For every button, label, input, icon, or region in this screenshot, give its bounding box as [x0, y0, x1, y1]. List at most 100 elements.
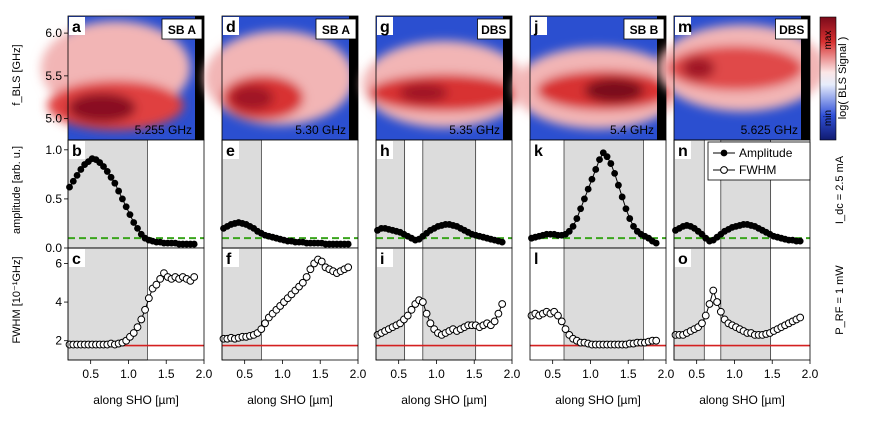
fwhm-point — [418, 298, 427, 306]
fwhm-point — [190, 273, 199, 281]
heatmap-blob — [399, 82, 449, 103]
fwhm-point — [498, 300, 507, 308]
panel-letter-box — [69, 141, 85, 159]
panel-letter: i — [380, 251, 384, 268]
amplitude-y-tick-label: 0.5 — [45, 192, 62, 206]
panel-letter: n — [678, 143, 688, 160]
panel-letter-box — [675, 249, 691, 267]
amplitude-point — [796, 237, 804, 245]
fwhm-point — [344, 263, 353, 272]
amplitude-point — [73, 171, 81, 179]
fwhm-point — [302, 273, 311, 281]
fwhm-frame — [221, 247, 359, 361]
prf-label: P_RF = 1 mW — [834, 265, 846, 335]
amplitude-point — [618, 193, 626, 201]
amplitude-point — [652, 239, 660, 247]
amplitude-point — [588, 175, 596, 183]
mode-label: DBS — [779, 23, 804, 37]
amplitude-point — [611, 169, 619, 177]
amplitude-point — [581, 195, 588, 203]
panel-letter-box — [223, 17, 239, 35]
panel-letter-box — [531, 141, 547, 159]
x-tick-label: 1.5 — [312, 367, 329, 381]
amplitude-y-tick-label: 1.0 — [45, 143, 62, 157]
mode-label: SB A — [168, 23, 197, 37]
amplitude-point — [134, 224, 141, 232]
fwhm-point — [156, 274, 165, 283]
panel-letter-box — [223, 141, 239, 159]
x-axis-label: along SHO [µm] — [555, 393, 641, 407]
heatmap-y-tick-label: 5.5 — [45, 69, 62, 83]
x-tick-label: 0.5 — [82, 367, 99, 381]
fwhm-point — [317, 257, 326, 266]
panel-letter: e — [226, 143, 235, 160]
panel-letter: o — [678, 251, 688, 268]
heatmap-y-tick-label: 6.0 — [45, 26, 62, 40]
colorbar-title: log( BLS Signal ) — [837, 37, 849, 120]
fwhm-point — [137, 315, 146, 324]
heatmap-signal — [204, 30, 354, 126]
x-tick-label: 2.0 — [504, 367, 521, 381]
frequency-label: 5.30 GHz — [295, 123, 346, 137]
x-tick-label: 1.0 — [582, 367, 599, 381]
fwhm-point — [698, 319, 706, 328]
amplitude-point — [115, 187, 123, 195]
amplitude-point — [77, 166, 85, 173]
amplitude-point — [615, 181, 622, 189]
panel-letter: j — [533, 19, 538, 36]
fwhm-frame — [529, 247, 667, 361]
heatmap-edge — [801, 16, 810, 140]
panel-letter-box — [377, 249, 393, 267]
amplitude-point — [344, 240, 352, 248]
idc-label: I_dc = 2.5 mA — [834, 155, 846, 224]
fwhm-point — [494, 309, 503, 318]
panel-letter: l — [534, 251, 538, 268]
panel-letter-box — [377, 17, 393, 35]
panel-letter: b — [72, 143, 82, 160]
fwhm-point — [490, 317, 499, 326]
x-tick-label: 1.0 — [726, 367, 743, 381]
amplitude-point — [592, 166, 600, 173]
heatmap-edge — [349, 16, 358, 140]
panel-letter-box — [531, 249, 547, 267]
heatmap-blob — [682, 56, 715, 80]
heatmap-blob — [667, 45, 804, 91]
heatmap-edge — [195, 16, 204, 140]
fwhm-point — [403, 311, 412, 320]
panel-letter-box — [531, 17, 547, 35]
panel-letter: d — [226, 19, 236, 36]
fwhm-frame — [67, 247, 205, 361]
shaded-region — [422, 247, 477, 361]
fwhm-point — [709, 286, 718, 295]
panel-letter-box — [69, 17, 85, 35]
fwhm-point — [141, 305, 149, 314]
amplitude-point — [630, 223, 637, 230]
amplitude-point — [577, 205, 585, 213]
x-axis-label: along SHO [µm] — [247, 393, 333, 407]
panel-letter-box — [223, 249, 239, 267]
heatmap-y-tick-label: 5.0 — [45, 112, 62, 126]
x-tick-label: 2.0 — [802, 367, 819, 381]
colorbar: max min — [819, 16, 837, 141]
heatmap-signal — [362, 40, 526, 128]
x-tick-label: 1.0 — [428, 367, 445, 381]
fwhm-point — [796, 313, 805, 322]
amplitude-point — [130, 219, 138, 226]
panel-letter: c — [72, 251, 81, 268]
fwhm-point — [129, 329, 138, 337]
panel-letter: g — [380, 19, 390, 36]
amplitude-y-tick-label: 0.0 — [45, 241, 62, 255]
panel-letter: a — [72, 19, 81, 36]
amplitude-point — [103, 168, 111, 175]
amplitude-point — [584, 185, 592, 193]
heatmap-y-label: f_BLS [GHz] — [11, 44, 23, 105]
amplitude-point — [498, 238, 506, 246]
amplitude-point — [126, 211, 134, 219]
x-tick-label: 2.0 — [196, 367, 213, 381]
x-tick-label: 1.5 — [764, 367, 781, 381]
fwhm-point — [554, 311, 562, 320]
fwhm-y-label: FWHM [10⁻¹GHz] — [11, 256, 23, 343]
amplitude-point — [190, 240, 198, 248]
heatmap-blob — [68, 92, 136, 123]
